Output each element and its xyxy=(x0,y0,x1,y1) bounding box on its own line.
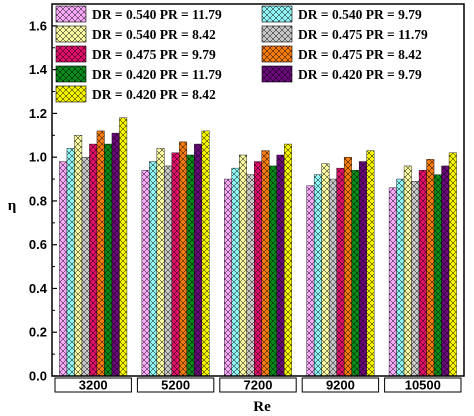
x-tick-label: 10500 xyxy=(405,378,441,393)
x-tick-label: 9200 xyxy=(326,378,355,393)
bar-5200-series-3 xyxy=(156,148,165,377)
bar-3200-series-8 xyxy=(111,132,120,377)
legend-label: DR = 0.420 PR = 8.42 xyxy=(92,87,216,102)
bar-9200-series-7 xyxy=(351,170,360,377)
bar-3200-series-3 xyxy=(74,135,83,377)
legend-swatch xyxy=(261,65,293,83)
x-category-box xyxy=(301,377,380,393)
x-category-box xyxy=(54,377,132,393)
legend-swatch xyxy=(261,5,293,23)
x-category-box xyxy=(136,377,215,393)
bar-3200-series-7 xyxy=(104,143,113,377)
bar-7200-series-7 xyxy=(269,165,277,377)
legend-label: DR = 0.475 PR = 9.79 xyxy=(92,47,216,62)
y-tick-label: 1.4 xyxy=(29,62,48,77)
bar-5200-series-7 xyxy=(186,154,195,377)
bar-7200-series-2 xyxy=(231,167,240,377)
bar-10500-series-8 xyxy=(441,165,450,377)
bar-7200-series-8 xyxy=(276,154,285,377)
bar-7200-series-9 xyxy=(284,143,292,377)
bar-5200-series-9 xyxy=(201,130,210,377)
bar-3200-series-6 xyxy=(96,130,105,377)
y-tick-label: 0.2 xyxy=(29,325,47,340)
legend-label: DR = 0.475 PR = 11.79 xyxy=(298,27,428,42)
legend-label: DR = 0.475 PR = 8.42 xyxy=(298,47,422,62)
bar-7200-series-5 xyxy=(254,161,262,377)
y-tick-label: 1.0 xyxy=(29,150,47,165)
legend-label: DR = 0.420 PR = 9.79 xyxy=(298,67,422,82)
legend-swatch xyxy=(55,45,87,63)
bar-5200-series-6 xyxy=(179,141,188,377)
bar-5200-series-2 xyxy=(149,161,158,377)
bar-5200-series-1 xyxy=(141,170,150,377)
bar-10500-series-7 xyxy=(433,174,442,377)
x-tick-label: 7200 xyxy=(244,378,273,393)
bars-layer xyxy=(59,117,457,377)
bar-9200-series-1 xyxy=(306,185,315,377)
bar-9200-series-9 xyxy=(366,150,375,377)
y-tick-label: 0.4 xyxy=(29,281,48,296)
x-tick-label: 5200 xyxy=(161,378,190,393)
bar-3200-series-1 xyxy=(59,161,68,377)
bar-10500-series-3 xyxy=(403,165,412,377)
bar-9200-series-6 xyxy=(343,156,352,377)
legend: DR = 0.540 PR = 11.79 DR = 0.540 PR = 9.7… xyxy=(55,5,428,103)
legend-swatch xyxy=(55,65,87,83)
bar-9200-series-8 xyxy=(358,161,367,377)
bar-9200-series-3 xyxy=(321,163,330,377)
legend-label: DR = 0.540 PR = 9.79 xyxy=(298,7,422,22)
bar-7200-series-1 xyxy=(224,178,232,377)
y-tick-label: 0.0 xyxy=(29,369,47,384)
legend-swatch xyxy=(55,5,87,23)
axes-layer: 0.0 0.2 0.4 0.6 0.8 1.0 1.2 1.4 1.6 3200 5200 7200 9… xyxy=(29,3,465,393)
bar-3200-series-2 xyxy=(66,148,75,377)
bar-10500-series-1 xyxy=(388,187,397,377)
bar-10500-series-9 xyxy=(448,152,457,377)
legend-label: DR = 0.420 PR = 11.79 xyxy=(92,67,222,82)
y-tick-label: 0.6 xyxy=(29,237,47,252)
legend-swatch xyxy=(55,25,87,43)
bar-7200-series-6 xyxy=(261,150,270,377)
y-tick-label: 1.2 xyxy=(29,106,47,121)
bar-3200-series-4 xyxy=(81,156,90,377)
bar-10500-series-4 xyxy=(411,181,420,377)
y-tick-label: 1.6 xyxy=(29,18,47,33)
bar-9200-series-4 xyxy=(328,178,337,377)
y-axis-title: η xyxy=(8,198,17,214)
legend-label: DR = 0.540 PR = 11.79 xyxy=(92,7,222,22)
x-category-box xyxy=(384,377,462,393)
legend-swatch xyxy=(261,45,293,63)
bar-3200-series-9 xyxy=(119,117,128,377)
bar-5200-series-4 xyxy=(164,165,173,377)
bar-10500-series-5 xyxy=(418,170,427,377)
y-tick-label: 0.8 xyxy=(29,193,47,208)
plot-frame xyxy=(51,3,465,377)
x-category-box xyxy=(219,377,297,393)
bar-7200-series-4 xyxy=(246,174,255,377)
legend-swatch xyxy=(261,25,293,43)
x-tick-label: 3200 xyxy=(79,378,108,393)
bar-5200-series-5 xyxy=(171,152,180,377)
x-axis-title: Re xyxy=(253,399,271,415)
bar-7200-series-3 xyxy=(239,154,247,377)
legend-label: DR = 0.540 PR = 8.42 xyxy=(92,27,216,42)
bar-10500-series-6 xyxy=(426,159,435,377)
bar-3200-series-5 xyxy=(89,143,98,377)
bar-9200-series-5 xyxy=(336,167,345,377)
bar-9200-series-2 xyxy=(313,174,322,377)
bar-10500-series-2 xyxy=(396,178,405,377)
bar-5200-series-8 xyxy=(194,143,203,377)
legend-swatch xyxy=(55,85,87,103)
